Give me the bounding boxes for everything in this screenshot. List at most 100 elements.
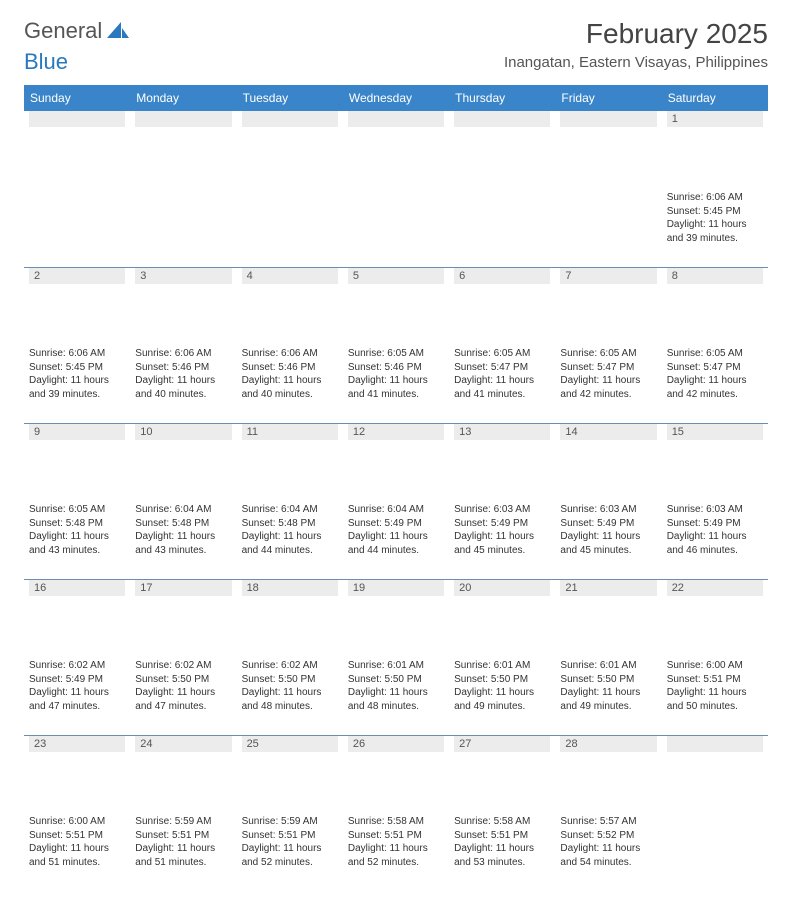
day-number (454, 111, 550, 127)
day-number: 27 (454, 736, 550, 752)
day-number: 17 (135, 580, 231, 596)
day-cell: Sunrise: 6:00 AMSunset: 5:51 PMDaylight:… (662, 657, 768, 735)
day-cell: Sunrise: 6:04 AMSunset: 5:48 PMDaylight:… (130, 501, 236, 579)
week-number-row: 2345678 (24, 267, 768, 345)
day-number-cell (343, 111, 449, 189)
day-number-cell: 20 (449, 579, 555, 657)
day-details: Sunrise: 5:59 AMSunset: 5:51 PMDaylight:… (135, 813, 231, 869)
day-number: 22 (667, 580, 763, 596)
day-cell: Sunrise: 6:04 AMSunset: 5:48 PMDaylight:… (237, 501, 343, 579)
day-number: 16 (29, 580, 125, 596)
day-header: Friday (555, 85, 661, 111)
day-number: 8 (667, 268, 763, 284)
calendar-table: SundayMondayTuesdayWednesdayThursdayFrid… (24, 85, 768, 891)
day-cell: Sunrise: 6:06 AMSunset: 5:45 PMDaylight:… (24, 345, 130, 423)
day-number: 28 (560, 736, 656, 752)
day-number-cell: 9 (24, 423, 130, 501)
day-details: Sunrise: 6:05 AMSunset: 5:47 PMDaylight:… (667, 345, 763, 401)
day-details: Sunrise: 6:04 AMSunset: 5:48 PMDaylight:… (135, 501, 231, 557)
day-number (29, 111, 125, 127)
day-cell (555, 189, 661, 267)
day-number: 7 (560, 268, 656, 284)
day-number-cell: 24 (130, 735, 236, 813)
day-details: Sunrise: 6:05 AMSunset: 5:47 PMDaylight:… (454, 345, 550, 401)
day-number (242, 111, 338, 127)
day-details: Sunrise: 6:00 AMSunset: 5:51 PMDaylight:… (667, 657, 763, 713)
day-cell: Sunrise: 6:05 AMSunset: 5:48 PMDaylight:… (24, 501, 130, 579)
day-number: 25 (242, 736, 338, 752)
day-number: 24 (135, 736, 231, 752)
day-number-cell: 17 (130, 579, 236, 657)
day-number-cell: 23 (24, 735, 130, 813)
day-number: 3 (135, 268, 231, 284)
day-number: 5 (348, 268, 444, 284)
day-number-cell: 3 (130, 267, 236, 345)
week-number-row: 16171819202122 (24, 579, 768, 657)
day-number-cell (237, 111, 343, 189)
day-header: Wednesday (343, 85, 449, 111)
day-number: 13 (454, 424, 550, 440)
day-number: 18 (242, 580, 338, 596)
day-number-cell: 27 (449, 735, 555, 813)
week-content-row: Sunrise: 6:00 AMSunset: 5:51 PMDaylight:… (24, 813, 768, 891)
day-details: Sunrise: 6:04 AMSunset: 5:49 PMDaylight:… (348, 501, 444, 557)
day-details: Sunrise: 6:03 AMSunset: 5:49 PMDaylight:… (454, 501, 550, 557)
day-details: Sunrise: 6:03 AMSunset: 5:49 PMDaylight:… (667, 501, 763, 557)
day-details: Sunrise: 6:05 AMSunset: 5:47 PMDaylight:… (560, 345, 656, 401)
week-number-row: 9 10 11 12 13 14 15 (24, 423, 768, 501)
day-header-row: SundayMondayTuesdayWednesdayThursdayFrid… (24, 85, 768, 111)
day-cell: Sunrise: 6:01 AMSunset: 5:50 PMDaylight:… (449, 657, 555, 735)
day-number-cell: 12 (343, 423, 449, 501)
day-cell: Sunrise: 6:06 AMSunset: 5:45 PMDaylight:… (662, 189, 768, 267)
day-header: Sunday (24, 85, 130, 111)
week-number-row: 1 (24, 111, 768, 189)
day-cell: Sunrise: 6:02 AMSunset: 5:49 PMDaylight:… (24, 657, 130, 735)
day-number-cell: 16 (24, 579, 130, 657)
day-details: Sunrise: 6:02 AMSunset: 5:49 PMDaylight:… (29, 657, 125, 713)
day-cell: Sunrise: 6:02 AMSunset: 5:50 PMDaylight:… (237, 657, 343, 735)
day-cell (449, 189, 555, 267)
day-number-cell: 7 (555, 267, 661, 345)
day-cell: Sunrise: 6:06 AMSunset: 5:46 PMDaylight:… (237, 345, 343, 423)
day-header: Thursday (449, 85, 555, 111)
day-details: Sunrise: 6:00 AMSunset: 5:51 PMDaylight:… (29, 813, 125, 869)
day-number-cell: 19 (343, 579, 449, 657)
day-number: 11 (242, 424, 338, 440)
day-number-cell (130, 111, 236, 189)
day-number-cell: 25 (237, 735, 343, 813)
day-number-cell: 14 (555, 423, 661, 501)
day-number: 4 (242, 268, 338, 284)
day-details: Sunrise: 6:06 AMSunset: 5:46 PMDaylight:… (135, 345, 231, 401)
day-number-cell: 2 (24, 267, 130, 345)
week-content-row: Sunrise: 6:06 AMSunset: 5:45 PMDaylight:… (24, 345, 768, 423)
day-cell: Sunrise: 6:03 AMSunset: 5:49 PMDaylight:… (555, 501, 661, 579)
day-header: Tuesday (237, 85, 343, 111)
day-details: Sunrise: 6:02 AMSunset: 5:50 PMDaylight:… (242, 657, 338, 713)
week-content-row: Sunrise: 6:05 AMSunset: 5:48 PMDaylight:… (24, 501, 768, 579)
day-cell (662, 813, 768, 891)
day-number-cell: 1 (662, 111, 768, 189)
day-number-cell (24, 111, 130, 189)
day-number: 23 (29, 736, 125, 752)
day-number: 12 (348, 424, 444, 440)
day-number: 15 (667, 424, 763, 440)
day-details: Sunrise: 6:06 AMSunset: 5:46 PMDaylight:… (242, 345, 338, 401)
day-details: Sunrise: 5:58 AMSunset: 5:51 PMDaylight:… (348, 813, 444, 869)
day-cell (24, 189, 130, 267)
day-number-cell: 6 (449, 267, 555, 345)
day-cell: Sunrise: 6:02 AMSunset: 5:50 PMDaylight:… (130, 657, 236, 735)
day-details: Sunrise: 6:01 AMSunset: 5:50 PMDaylight:… (454, 657, 550, 713)
day-number: 9 (29, 424, 125, 440)
day-cell: Sunrise: 6:03 AMSunset: 5:49 PMDaylight:… (662, 501, 768, 579)
day-number (667, 736, 763, 752)
day-number (135, 111, 231, 127)
day-number-cell (449, 111, 555, 189)
day-details: Sunrise: 5:57 AMSunset: 5:52 PMDaylight:… (560, 813, 656, 869)
day-number: 2 (29, 268, 125, 284)
day-cell: Sunrise: 6:05 AMSunset: 5:46 PMDaylight:… (343, 345, 449, 423)
day-details: Sunrise: 6:01 AMSunset: 5:50 PMDaylight:… (348, 657, 444, 713)
day-cell (237, 189, 343, 267)
day-number-cell: 15 (662, 423, 768, 501)
day-number: 10 (135, 424, 231, 440)
day-details: Sunrise: 6:05 AMSunset: 5:46 PMDaylight:… (348, 345, 444, 401)
